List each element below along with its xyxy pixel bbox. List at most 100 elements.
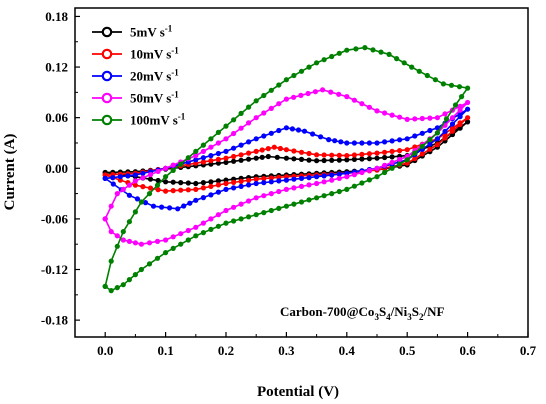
data-point: [208, 216, 214, 222]
data-point: [114, 233, 120, 239]
data-point: [163, 174, 169, 180]
data-point: [291, 176, 297, 182]
plot-frame: [74, 7, 529, 338]
data-point: [344, 157, 350, 163]
series-4: [102, 45, 471, 294]
data-point: [459, 94, 465, 100]
data-point: [329, 172, 335, 178]
data-point: [412, 116, 418, 122]
data-point: [321, 193, 327, 199]
data-point: [276, 82, 282, 88]
data-point: [321, 152, 327, 158]
series-3: [102, 87, 471, 247]
data-point: [253, 148, 259, 154]
data-point: [193, 180, 199, 187]
data-point: [138, 199, 144, 205]
data-point: [412, 144, 418, 150]
y-tick-label: 0.06: [45, 110, 68, 125]
data-point: [276, 188, 282, 195]
data-point: [108, 258, 114, 264]
data-point: [142, 200, 149, 206]
data-point: [253, 115, 259, 121]
data-point: [321, 179, 327, 185]
data-point: [253, 212, 259, 218]
data-point: [138, 266, 144, 273]
annotation-part: S: [412, 304, 419, 319]
data-point: [253, 180, 259, 187]
data-point: [314, 174, 320, 180]
data-point: [246, 156, 252, 162]
data-point: [265, 153, 271, 160]
data-point: [382, 110, 388, 116]
data-point: [125, 173, 131, 179]
data-point: [163, 188, 169, 194]
data-point: [336, 152, 342, 158]
data-point: [291, 201, 297, 207]
data-point: [386, 51, 392, 58]
data-point: [215, 182, 221, 188]
data-point: [126, 192, 132, 198]
data-point: [265, 146, 271, 152]
data-point: [427, 141, 433, 147]
curves-layer: [102, 45, 471, 294]
data-point: [268, 191, 274, 197]
data-point: [146, 191, 153, 197]
data-point: [427, 137, 433, 143]
x-tick-label: 0.5: [399, 343, 416, 358]
data-point: [440, 81, 446, 87]
data-point: [312, 89, 318, 95]
data-point: [163, 250, 169, 256]
data-point: [200, 220, 206, 226]
data-point: [193, 157, 199, 163]
data-point: [261, 180, 267, 186]
data-point: [374, 140, 380, 146]
data-point: [351, 156, 357, 162]
data-point: [397, 161, 403, 167]
data-point: [193, 148, 199, 154]
data-point: [382, 149, 388, 155]
data-point: [238, 178, 244, 184]
data-point: [185, 180, 191, 186]
data-point: [238, 157, 244, 163]
data-point: [181, 203, 187, 209]
data-point: [271, 144, 277, 150]
data-point: [457, 121, 463, 127]
data-point: [404, 147, 410, 153]
data-point: [134, 196, 140, 202]
data-point: [283, 155, 289, 161]
data-point: [404, 136, 410, 142]
data-point: [394, 56, 400, 62]
data-point: [253, 195, 259, 201]
data-point: [223, 220, 229, 226]
data-point: [170, 188, 176, 194]
x-tick-label: 0.6: [459, 343, 476, 358]
data-point: [215, 160, 221, 166]
data-point: [443, 116, 450, 122]
data-point: [344, 140, 350, 146]
data-point: [283, 177, 289, 183]
data-point: [344, 94, 350, 100]
data-point: [110, 181, 116, 187]
data-point: [102, 283, 108, 289]
data-point: [442, 135, 448, 141]
data-point: [159, 204, 165, 210]
data-point: [215, 212, 221, 218]
data-point: [117, 174, 123, 180]
data-point: [277, 145, 283, 152]
data-point: [215, 156, 221, 162]
annotation-sub: 4: [386, 312, 391, 322]
data-point: [261, 210, 267, 216]
data-point: [238, 216, 244, 222]
data-point: [465, 115, 471, 121]
data-point: [344, 174, 350, 180]
data-point: [409, 64, 415, 70]
data-point: [253, 155, 259, 161]
data-point: [389, 112, 395, 118]
data-point: [344, 47, 350, 53]
data-point: [231, 117, 237, 123]
data-point: [185, 187, 191, 193]
data-point: [146, 240, 153, 246]
data-point: [457, 125, 463, 131]
data-point: [283, 77, 289, 83]
